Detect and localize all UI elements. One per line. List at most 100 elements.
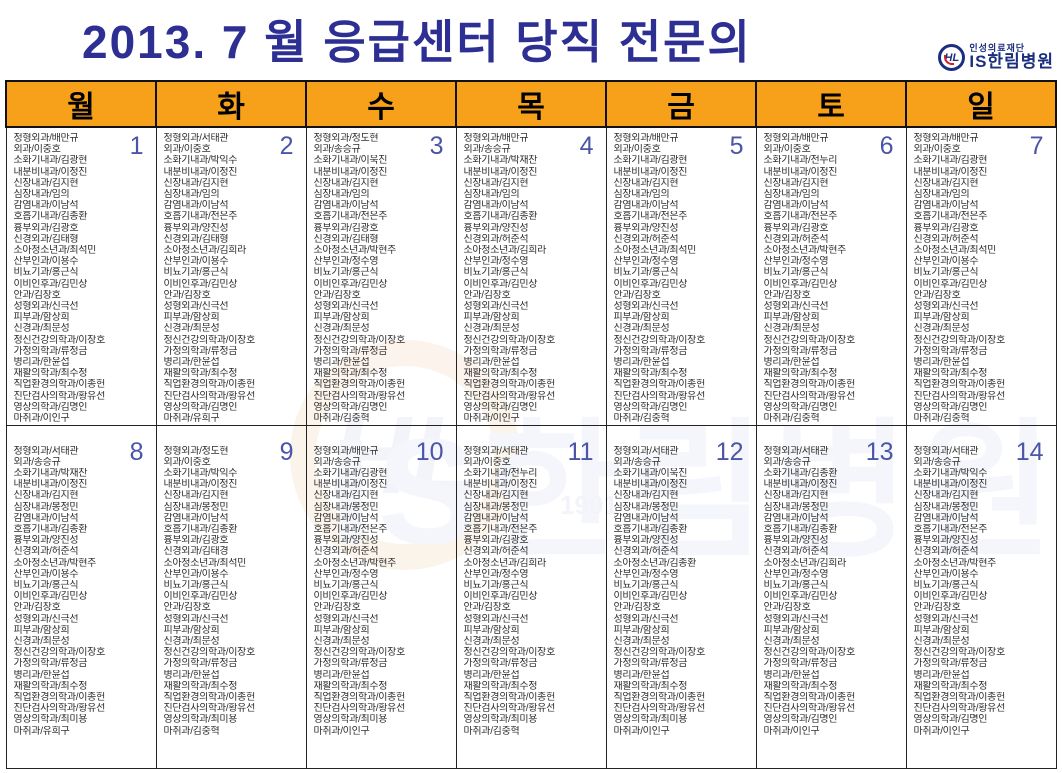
duty-entry: 성형외과/신극선 xyxy=(613,613,679,625)
duty-entry: 소화기내과/김광현 xyxy=(913,155,988,167)
duty-entry: 병리과/한윤섭 xyxy=(313,669,370,681)
duty-entry: 산부인과/정수영 xyxy=(613,568,679,580)
duty-entry: 감염내과/이남석 xyxy=(163,512,229,524)
duty-entry: 산부인과/정수영 xyxy=(763,568,829,580)
duty-entry: 외과/송승규 xyxy=(763,456,811,468)
duty-entry: 신경과/최문성 xyxy=(163,635,220,647)
duty-entry: 성형외과/신극선 xyxy=(463,301,529,313)
duty-entry: 재활의학과/최수정 xyxy=(913,680,988,692)
logo-text: 인성의료재단 IS한림병원 xyxy=(969,43,1054,71)
duty-entry: 소화기내과/전누리 xyxy=(763,155,838,167)
duty-entry: 심장내과/임의 xyxy=(163,189,220,201)
duty-entry: 병리과/한윤섭 xyxy=(763,669,820,681)
day-cell: 7 정형외과/배만규 외과/이중호 소화기내과/김광현 내분비내과/이정진 신장내과/김지… xyxy=(905,126,1057,426)
duty-entry: 호흡기내과/김종환 xyxy=(13,211,88,223)
duty-entry: 영상의학과/김명인 xyxy=(313,401,388,413)
duty-entry: 가정의학과/류정금 xyxy=(463,345,538,357)
duty-entry: 성형외과/신극선 xyxy=(463,613,529,625)
duty-entry: 비뇨기과/홍근식 xyxy=(913,267,979,279)
day-cell: 9 정형외과/정도현 외과/이중호 소화기내과/박익수 내분비내과/이정진 신장내과/김지… xyxy=(155,424,307,769)
duty-entry: 영상의학과/최미용 xyxy=(13,714,88,726)
day-cell: 11 정형외과/서태관 외과/이중호 소화기내과/전누리 내분비내과/이정진 신장내과/김… xyxy=(455,424,607,769)
duty-entry: 흉부외과/김광호 xyxy=(763,222,829,234)
duty-entry: 직업환경의학과/이종헌 xyxy=(613,379,706,391)
duty-entry: 소아청소년과/최석민 xyxy=(613,245,697,257)
duty-entry: 피부과/함상희 xyxy=(613,312,670,324)
duty-entry: 외과/송승규 xyxy=(313,144,361,156)
duty-entry: 안과/김창호 xyxy=(163,289,211,301)
duty-entry: 신경외과/허준석 xyxy=(613,233,679,245)
duty-entry: 이비인후과/김민상 xyxy=(913,278,988,290)
duty-entry: 소화기내과/김광현 xyxy=(613,155,688,167)
duty-entry: 호흡기내과/전은주 xyxy=(613,211,688,223)
duty-entry: 외과/송승규 xyxy=(613,456,661,468)
duty-entry: 비뇨기과/홍근식 xyxy=(313,267,379,279)
weekday-header: 일 xyxy=(905,80,1057,128)
day-cell: 3 정형외과/정도현 외과/송승규 소화기내과/이욱진 내분비내과/이정진 신장내과/김지… xyxy=(305,126,457,426)
day-cell: 10 정형외과/배만규 외과/송승규 소화기내과/김광현 내분비내과/이정진 신장내과/김… xyxy=(305,424,457,769)
duty-entry: 소화기내과/박익수 xyxy=(913,467,988,479)
duty-entry: 흉부외과/양진성 xyxy=(613,222,679,234)
duty-entry: 내분비내과/이정진 xyxy=(913,166,988,178)
duty-entry: 소아청소년과/김종환 xyxy=(613,557,697,569)
duty-entry: 가정의학과/류정금 xyxy=(913,658,988,670)
duty-entry: 병리과/한윤섭 xyxy=(763,357,820,369)
duty-entry: 가정의학과/류정금 xyxy=(463,658,538,670)
duty-entry: 재활의학과/최수정 xyxy=(463,680,538,692)
duty-entry: 소아청소년과/박현주 xyxy=(313,245,397,257)
duty-entry: 피부과/함상희 xyxy=(163,312,220,324)
duty-entry: 직업환경의학과/이종헌 xyxy=(913,691,1006,703)
week-row: 8 정형외과/서태관 외과/송승규 소화기내과/박재찬 내분비내과/이정진 신장내과/김지… xyxy=(5,424,1057,769)
duty-entry: 소아청소년과/최석민 xyxy=(913,245,997,257)
duty-entry: 가정의학과/류정금 xyxy=(763,658,838,670)
duty-entry: 심장내과/봉정민 xyxy=(763,501,829,513)
duty-entry: 소화기내과/박익수 xyxy=(163,467,238,479)
duty-entry: 소화기내과/이욱진 xyxy=(613,467,688,479)
duty-entry: 영상의학과/김명인 xyxy=(763,714,838,726)
duty-entry: 호흡기내과/전은주 xyxy=(913,523,988,535)
duty-entry: 이비인후과/김민상 xyxy=(913,591,988,603)
duty-entry: 소아청소년과/김희라 xyxy=(463,557,547,569)
duty-entry: 흉부외과/양진성 xyxy=(613,535,679,547)
duty-entry: 감염내과/이남석 xyxy=(613,512,679,524)
duty-entry: 신경외과/김태형 xyxy=(13,233,79,245)
day-number: 7 xyxy=(1029,132,1044,160)
duty-entry: 정형외과/배만규 xyxy=(13,133,79,144)
duty-entry: 신경외과/허준석 xyxy=(463,546,529,558)
duty-entry: 신장내과/김지현 xyxy=(13,177,79,189)
duty-entry: 산부인과/정수영 xyxy=(463,568,529,580)
duty-entry: 신장내과/김지현 xyxy=(763,177,829,189)
duty-entry: 신장내과/김지현 xyxy=(463,490,529,502)
duty-entry: 직업환경의학과/이종헌 xyxy=(13,379,106,391)
duty-entry: 직업환경의학과/이종헌 xyxy=(313,379,406,391)
duty-entry: 재활의학과/최수정 xyxy=(763,680,838,692)
duty-entry: 외과/송승규 xyxy=(13,456,61,468)
duty-entry: 비뇨기과/홍근식 xyxy=(913,579,979,591)
day-cell: 13 정형외과/서태관 외과/송승규 소화기내과/김종환 내분비내과/이정진 신장내과/김… xyxy=(755,424,907,769)
duty-entry: 영상의학과/최미용 xyxy=(613,714,688,726)
duty-entry: 외과/이중호 xyxy=(913,144,961,156)
duty-entry: 흉부외과/김광호 xyxy=(463,535,529,547)
weekday-header: 화 xyxy=(155,80,307,128)
duty-entry: 가정의학과/류정금 xyxy=(163,658,238,670)
duty-entry: 성형외과/신극선 xyxy=(13,613,79,625)
duty-entry: 감염내과/이남석 xyxy=(313,200,379,212)
duty-entry: 신장내과/김지현 xyxy=(163,177,229,189)
duty-entry: 마취과/이인구 xyxy=(913,725,970,737)
duty-entry: 흉부외과/김광호 xyxy=(313,222,379,234)
weekday-header: 월 xyxy=(5,80,157,128)
duty-entry: 감염내과/이남석 xyxy=(163,200,229,212)
duty-entry: 신장내과/김지현 xyxy=(763,490,829,502)
duty-entry: 가정의학과/류정금 xyxy=(613,658,688,670)
duty-entry: 호흡기내과/김종환 xyxy=(763,523,838,535)
duty-entry: 안과/김창호 xyxy=(613,289,661,301)
duty-entry: 진단검사의학과/황유선 xyxy=(163,390,256,402)
duty-entry: 가정의학과/류정금 xyxy=(13,658,88,670)
duty-entry: 영상의학과/김명인 xyxy=(613,401,688,413)
duty-entry: 신장내과/김지현 xyxy=(613,490,679,502)
duty-entry: 병리과/한윤섭 xyxy=(13,357,70,369)
duty-entry: 정신건강의학과/이장호 xyxy=(163,647,256,659)
duty-entry: 심장내과/임의 xyxy=(913,189,970,201)
duty-entry: 내분비내과/이정진 xyxy=(613,479,688,491)
duty-entry: 정신건강의학과/이장호 xyxy=(763,334,856,346)
